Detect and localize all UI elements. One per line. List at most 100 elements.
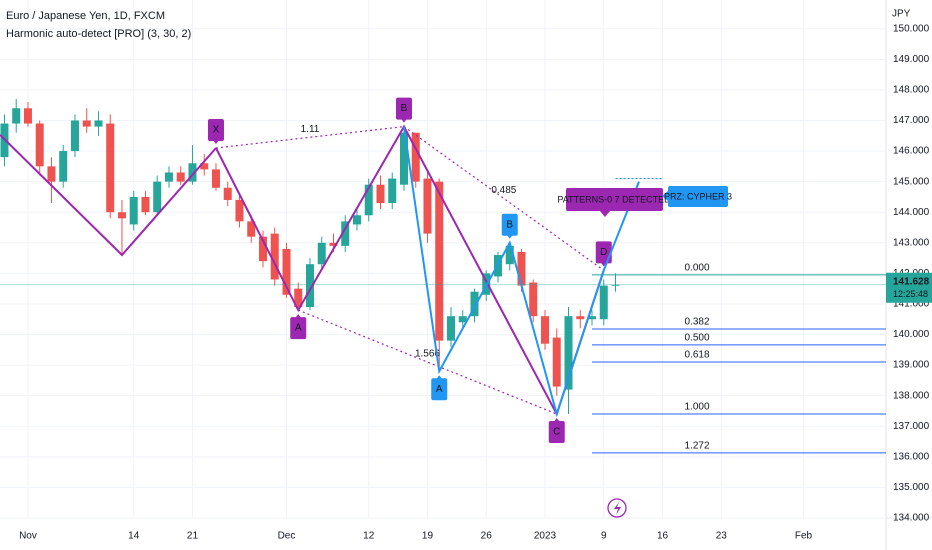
ratio-label: 0.485 [491,185,516,196]
candle-body [388,178,397,204]
fib-label: 0.382 [684,317,709,328]
point-pin [548,421,565,444]
y-tick-label: 144.000 [893,207,930,218]
y-tick-label: 148.000 [893,85,930,96]
x-tick-label: 14 [128,531,140,542]
point-pin-tip [295,314,302,319]
fib-label: 1.000 [684,402,709,413]
candle-body [235,199,244,222]
x-tick-label: 16 [657,531,669,542]
point-label: B [506,219,513,230]
candle-body [23,108,32,124]
y-tick-label: 141.000 [893,299,930,310]
candle-body [399,132,408,185]
candle-body [153,181,162,213]
candle-body [540,316,549,344]
candle-body [188,163,197,182]
candle-body [517,251,526,286]
candle-body [435,181,444,341]
candle-body [305,264,314,308]
x-tick-label: Nov [19,531,37,542]
x-tick-label: 19 [422,531,434,542]
annotation: PRZ: CYPHER 3 [664,191,732,201]
candle-body [376,184,385,204]
x-tick-label: 9 [601,531,607,542]
candle-body [12,108,21,124]
fib-label: 0.000 [684,263,709,274]
price-tag-label: 141.628 [893,276,930,287]
candle-body [529,282,538,317]
candle-body [270,233,279,280]
point-label: A [295,323,302,334]
candle-body [70,120,79,152]
point-pin-tip [506,234,513,239]
candle-body [247,221,256,237]
point-label: D [600,247,607,258]
y-axis-label: JPY [892,9,911,20]
ratio-line [298,309,557,415]
fib-label: 0.618 [684,350,709,361]
annotation-box [668,186,728,207]
candle-body [611,284,620,286]
candle-body [423,178,432,234]
y-tick-label: 136.000 [893,451,930,462]
point-pin-tip [212,140,219,144]
point-label: X [213,125,220,136]
point-pin [431,378,448,401]
indicator-label: Harmonic auto-detect [PRO] (3, 30, 2) [6,28,191,40]
candle-body [35,123,44,167]
annotation-tip [662,191,668,201]
x-tick-label: 23 [716,531,728,542]
point-pin [395,97,412,120]
point-label: C [553,427,560,438]
y-tick-label: 140.000 [893,329,930,340]
candle-body [458,316,467,323]
point-pin [501,213,518,236]
candle-body [47,166,56,182]
y-tick-label: 137.000 [893,421,930,432]
candle-body [352,215,361,225]
candle-body [364,184,373,216]
x-tick-label: Dec [278,531,296,542]
candle-body [211,169,220,188]
zigzag-line [0,134,217,257]
y-tick-label: 149.000 [893,54,930,65]
candle-body [341,221,350,246]
candle-body [117,212,126,219]
y-tick-label: 139.000 [893,360,930,371]
candle-body [587,316,596,320]
point-pin-tip [400,118,407,123]
candle-body [129,196,138,225]
candle-body [599,285,608,320]
candle-body [411,132,420,182]
x-tick-label: 2023 [534,531,557,542]
annotation-box [566,188,663,211]
point-pin-tip [600,262,607,267]
chart-title: Euro / Japanese Yen, 1D, FXCM [6,10,165,22]
fib-label: 0.500 [684,333,709,344]
overlay: 0.000 0.382 0.500 0.618 1.000 1.272 1.11 1.566 0… [0,97,886,454]
candle-body [258,236,267,262]
ratio-label: 1.566 [415,349,440,360]
y-tick-label: 134.000 [893,513,930,524]
candle-body [223,187,232,200]
point-label: A [436,384,443,395]
candle-body [317,242,326,265]
y-tick-label: 146.000 [893,146,930,157]
price-tag [886,272,932,303]
pattern-line [402,126,640,418]
candle-body [329,242,338,246]
y-tick-label: 138.000 [893,390,930,401]
y-tick-label: 135.000 [893,482,930,493]
candle-body [94,120,103,127]
y-tick-label: 145.000 [893,176,930,187]
candle-body [176,172,185,182]
candle-body [446,316,455,341]
candle-body [82,120,91,127]
annotation-tip [600,211,610,217]
y-tick-label: 143.000 [893,237,930,248]
ratio-line [403,126,605,271]
point-pin-tip [553,418,560,423]
plot [0,99,620,415]
